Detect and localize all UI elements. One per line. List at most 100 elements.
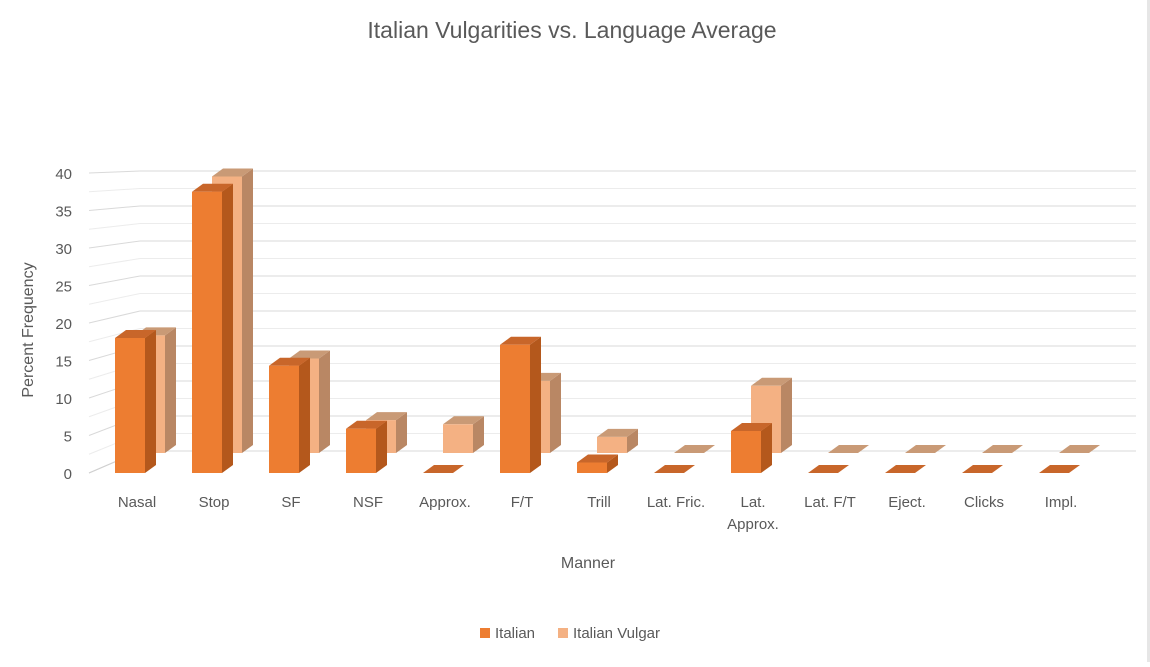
x-axis-ticks: Nasal Stop SF NSF Approx. F/T Trill Lat. Fric. L… [118,494,1077,533]
bar-italian-vulgar-top [597,428,638,437]
bar-italian-top [654,465,695,473]
bar-italian-top [962,465,1003,473]
gridline-side [88,205,141,211]
bar-italian-side [530,336,541,473]
x-tick-label: Clicks [964,494,1004,511]
bar-italian [423,465,464,473]
bar-italian-vulgar-side [781,377,792,453]
bar-italian [500,336,541,473]
bar-italian [1039,465,1080,473]
bar-italian-vulgar-top [828,445,869,453]
gridline-side [88,293,141,305]
x-tick-label: F/T [511,494,534,511]
bar-italian [654,465,695,473]
x-tick-label: Impl. [1045,494,1078,511]
bar-italian-vulgar-top [751,377,792,386]
x-tick-label: NSF [353,494,383,511]
x-tick-label: Lat. F/T [804,494,856,511]
gridline-side [88,188,141,193]
x-tick-label: Lat. Approx. [727,494,779,533]
gridline-side [88,170,141,174]
bar-italian-vulgar-side [242,168,253,453]
y-tick-label: 40 [55,166,72,183]
bar-italian-vulgar-top [905,445,946,453]
bar-italian-vulgar-top [1059,445,1100,453]
y-tick-label: 35 [55,204,72,221]
gridline-side [88,240,141,249]
bar-italian-side [145,330,156,473]
y-tick-label: 15 [55,354,72,371]
x-tick-label: Nasal [118,494,156,511]
x-tick-label: Lat. Fric. [647,494,705,511]
bar-italian-top [885,465,926,473]
x-tick-label: Stop [199,494,230,511]
y-axis-title: Percent Frequency [20,262,37,397]
x-tick-label: Eject. [888,494,926,511]
x-tick-label: Trill [587,494,611,511]
bar-italian-vulgar-front [443,424,473,453]
x-tick-label: SF [281,494,300,511]
bar-italian-top [1039,465,1080,473]
bar-italian [808,465,849,473]
chart-title: Italian Vulgarities vs. Language Average [367,17,776,43]
bar-italian-vulgar-side [550,372,561,453]
bars [115,168,1100,473]
bar-italian-vulgar [1059,445,1100,453]
bar-italian [885,465,926,473]
bar-italian-top [346,420,387,429]
bar-italian-front [500,344,530,473]
bar-italian [577,454,618,473]
bar-italian [962,465,1003,473]
bar-italian-top [731,423,772,431]
x-tick-label: Approx. [419,494,471,511]
bar-italian-vulgar [905,445,946,453]
bar-italian [731,423,772,473]
bar-italian-vulgar [982,445,1023,453]
bar-italian-vulgar [443,416,484,453]
bar-italian-front [192,191,222,473]
bar-italian-vulgar-top [366,412,407,421]
bar-italian-top [808,465,849,473]
bar-italian-vulgar [828,445,869,453]
legend-label: Italian Vulgar [573,625,660,642]
legend: Italian Italian Vulgar [480,625,660,642]
bar-italian-front [731,431,761,473]
bar-italian-side [607,454,618,473]
x-axis-title: Manner [561,555,616,572]
legend-swatch [558,628,568,638]
gridline-side [88,223,141,230]
bar-italian-front [269,365,299,473]
bar-italian-vulgar-top [212,168,253,177]
bar-italian-vulgar-side [165,327,176,453]
bar-italian [269,357,310,473]
bar-italian-vulgar [597,428,638,453]
bar-italian-vulgar-side [396,412,407,453]
bar-italian-front [577,462,607,473]
bar-italian-vulgar-side [473,416,484,453]
bar-italian-top [269,357,310,366]
bar-italian [192,183,233,473]
y-tick-label: 0 [64,466,72,483]
y-tick-label: 25 [55,279,72,296]
gridline-side [88,275,141,286]
gridline-side [88,310,141,324]
bar-italian [115,330,156,473]
bar-italian-vulgar-side [319,350,330,453]
bar-italian-vulgar-front [597,436,627,453]
bar-italian-vulgar-top [982,445,1023,453]
bar-italian-top [577,454,618,463]
bar-italian [346,420,387,473]
y-axis-ticks: 0 5 10 15 20 25 30 35 40 [55,166,72,483]
bar-italian-side [299,357,310,473]
bar-italian-front [115,338,145,473]
bar-italian-top [192,183,233,192]
bar-italian-side [761,423,772,473]
bar-italian-vulgar-top [443,416,484,425]
bar-italian-vulgar [674,445,715,453]
gridlines [88,170,1136,474]
bar-italian-front [346,428,376,473]
bar-italian-vulgar-top [289,350,330,359]
y-tick-label: 30 [55,241,72,258]
